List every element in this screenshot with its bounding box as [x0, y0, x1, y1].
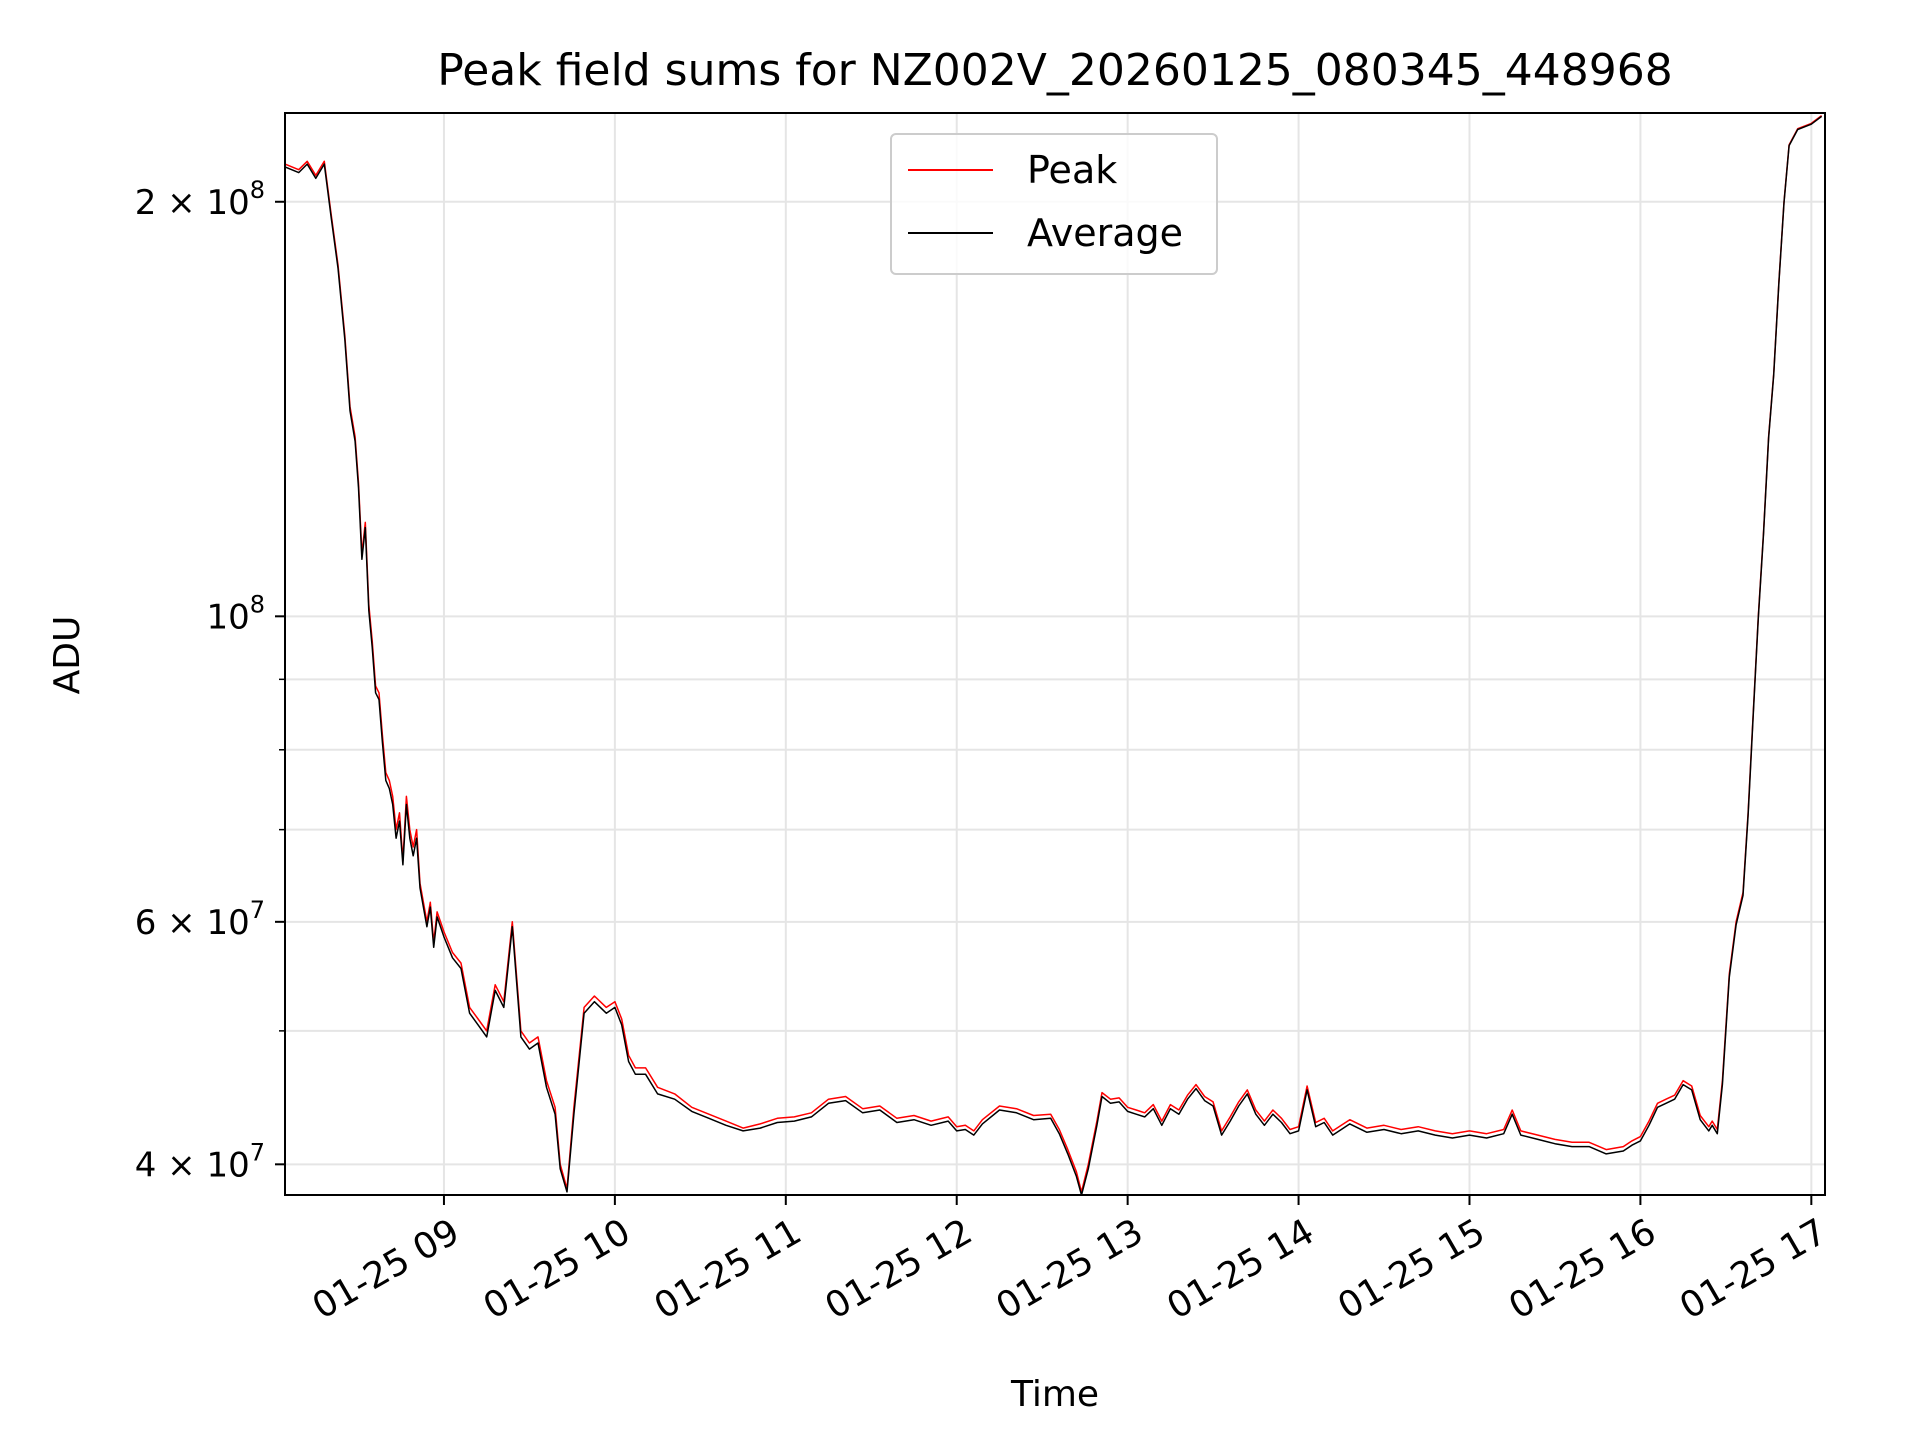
y-tick-label: 4 × 107 [135, 1138, 265, 1185]
x-axis-label: Time [1010, 1374, 1099, 1415]
grid [285, 113, 1825, 1195]
series-line-average [284, 115, 1823, 1196]
series-layer [284, 115, 1823, 1196]
y-axis-label: ADU [47, 616, 88, 695]
y-tick-label: 6 × 107 [135, 896, 265, 943]
legend-label-average: Average [1027, 211, 1183, 255]
legend-label-peak: Peak [1027, 148, 1117, 192]
legend: Peak Average [890, 133, 1218, 275]
y-tick-label: 2 × 108 [135, 176, 265, 223]
chart-title: Peak field sums for NZ002V_20260125_0803… [437, 45, 1672, 96]
plot-frame [284, 112, 1826, 1196]
